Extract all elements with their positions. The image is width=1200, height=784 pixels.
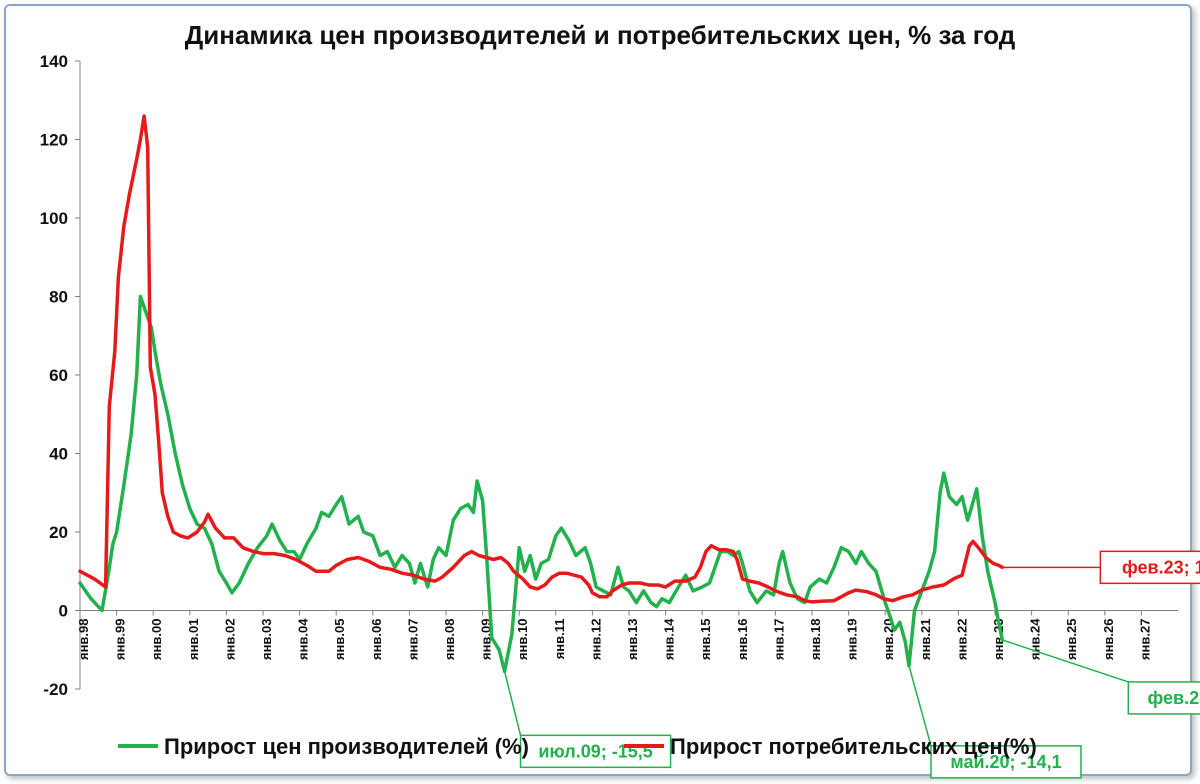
x-tick-label: янв.11 (552, 619, 567, 660)
x-tick-label: янв.12 (588, 619, 603, 661)
y-tick-label: 20 (49, 523, 68, 542)
series-line-consumer (78, 114, 1005, 604)
x-tick-label: янв.08 (442, 619, 457, 661)
chart-title: Динамика цен производителей и потребител… (185, 20, 1016, 50)
x-tick-label: янв.14 (662, 618, 677, 660)
y-tick-label: 120 (40, 131, 68, 150)
y-tick-label: 100 (40, 209, 68, 228)
callout-box (1099, 550, 1200, 585)
callout-label: фев.23; 11,0 (1122, 557, 1200, 577)
x-tick-label: янв.22 (954, 619, 969, 661)
callout-box (1127, 681, 1200, 715)
chart-frame (4, 4, 1192, 776)
callouts: июл.09; -15,5 май.20; -14,1 фев.23; -7,5 фе… (503, 550, 1200, 779)
y-tick-label: 80 (49, 288, 68, 307)
y-tick-label: -20 (43, 680, 68, 699)
x-tick-label: янв.04 (296, 618, 311, 660)
series-layer (78, 114, 1005, 674)
y-tick-label: 60 (49, 366, 68, 385)
callout-leader (503, 671, 522, 736)
x-tick-label: янв.13 (625, 619, 640, 661)
legend: Прирост цен производителей (%) Прирост п… (118, 734, 1037, 759)
callout-label: май.20; -14,1 (950, 752, 1061, 772)
callout: июл.09; -15,5 (503, 671, 672, 769)
legend-label-producer: Прирост цен производителей (%) (164, 734, 529, 759)
x-tick-label: янв.98 (76, 619, 91, 661)
x-tick-label: янв.24 (1028, 618, 1043, 660)
x-tick-label: янв.99 (113, 619, 128, 661)
x-tick-label: янв.15 (698, 619, 713, 661)
y-tick-label: 0 (59, 602, 68, 621)
callout-label: фев.23; -7,5 (1148, 688, 1200, 708)
x-tick-label: янв.03 (259, 619, 274, 661)
x-tick-label: янв.18 (808, 619, 823, 661)
x-tick-label: янв.10 (515, 619, 530, 661)
x-tick-label: янв.00 (149, 619, 164, 661)
y-tick-label: 40 (49, 445, 68, 464)
callout: май.20; -14,1 (908, 665, 1082, 779)
x-tick-label: янв.05 (332, 619, 347, 661)
x-tick-label: янв.27 (1137, 619, 1152, 661)
x-tick-label: янв.25 (1064, 619, 1079, 661)
callout-leader (908, 665, 932, 747)
callout-leader (1002, 639, 1129, 683)
callout: фев.23; -7,5 (1002, 639, 1200, 715)
y-tick-label: 140 (40, 52, 68, 71)
x-tick-label: янв.23 (991, 619, 1006, 661)
callout-box (519, 734, 672, 769)
x-tick-label: янв.01 (186, 619, 201, 661)
x-tick-label: янв.16 (735, 619, 750, 661)
x-tick-label: янв.17 (771, 619, 786, 661)
chart-axes: -20 0 20 40 60 80 100 120 140 янв.98 янв.99 янв.00 я… (40, 52, 1178, 699)
callout-box (930, 745, 1082, 779)
x-tick-label: янв.19 (845, 619, 860, 661)
legend-label-consumer: Прирост потребительских цен(%) (670, 734, 1037, 759)
series-line-producer (78, 294, 1005, 674)
x-tick-label: янв.02 (222, 619, 237, 661)
x-tick-label: янв.21 (918, 619, 933, 661)
callout: фев.23; 11,0 (1002, 550, 1200, 585)
x-tick-label: янв.06 (369, 619, 384, 661)
x-tick-label: янв.07 (405, 619, 420, 661)
x-tick-label: янв.26 (1101, 619, 1116, 661)
